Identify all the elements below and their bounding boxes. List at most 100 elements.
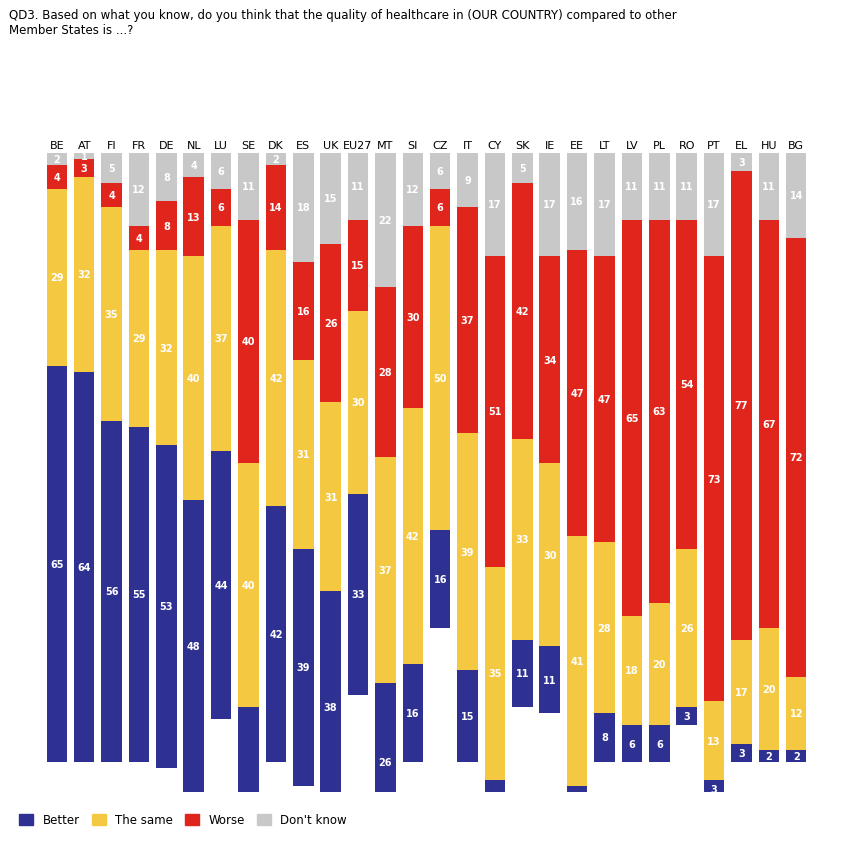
Text: 12: 12	[406, 185, 419, 195]
Text: 37: 37	[460, 316, 474, 325]
Text: 13: 13	[706, 735, 720, 746]
Text: 55: 55	[132, 590, 146, 600]
Text: 63: 63	[652, 407, 665, 417]
Bar	[757, 628, 778, 750]
Text: 56: 56	[105, 586, 118, 596]
Bar	[457, 153, 477, 208]
Bar	[703, 153, 723, 256]
Text: 2: 2	[764, 751, 771, 761]
Text: 15: 15	[324, 194, 337, 204]
Bar	[210, 153, 231, 190]
Text: 48: 48	[187, 642, 200, 651]
Text: 31: 31	[296, 450, 309, 459]
Text: 28: 28	[597, 623, 611, 633]
Text: 2: 2	[54, 154, 60, 164]
Text: 16: 16	[296, 307, 309, 317]
Text: 6: 6	[436, 167, 443, 176]
Bar	[703, 701, 723, 780]
Text: 30: 30	[543, 550, 556, 560]
Bar	[156, 153, 176, 202]
Text: 64: 64	[78, 562, 91, 573]
Bar	[74, 372, 95, 762]
Text: QD3. Based on what you know, do you think that the quality of healthcare in (OUR: QD3. Based on what you know, do you thin…	[9, 9, 676, 37]
Bar	[210, 452, 231, 719]
Bar	[594, 153, 614, 256]
Text: 42: 42	[406, 532, 419, 542]
Bar	[101, 421, 122, 762]
Text: 3: 3	[737, 158, 744, 168]
Bar	[101, 184, 122, 208]
Text: 11: 11	[543, 675, 556, 685]
Bar	[594, 543, 614, 713]
Bar	[348, 312, 368, 494]
Bar	[785, 750, 805, 762]
Bar	[648, 153, 669, 221]
Text: 3: 3	[737, 748, 744, 757]
Text: 11: 11	[625, 181, 638, 192]
Text: 50: 50	[433, 373, 446, 383]
Text: 41: 41	[570, 657, 583, 666]
Bar	[785, 153, 805, 239]
Text: 17: 17	[543, 200, 556, 210]
Text: 18: 18	[296, 203, 310, 213]
Text: 73: 73	[706, 474, 720, 484]
Bar	[292, 360, 314, 549]
Bar	[484, 256, 504, 567]
Text: 4: 4	[135, 233, 142, 244]
Text: 51: 51	[487, 407, 501, 417]
Bar	[648, 604, 669, 725]
Text: 39: 39	[460, 547, 474, 557]
Bar	[484, 567, 504, 780]
Text: 35: 35	[105, 309, 118, 320]
Text: 3: 3	[710, 785, 717, 794]
Text: 5: 5	[518, 164, 525, 174]
Bar	[129, 227, 149, 250]
Bar	[348, 153, 368, 221]
Bar	[348, 221, 368, 312]
Bar	[567, 786, 587, 841]
Bar	[730, 171, 751, 640]
Bar	[594, 713, 614, 762]
Text: 65: 65	[625, 413, 638, 423]
Text: 14: 14	[789, 191, 802, 201]
Legend: Better, The same, Worse, Don't know: Better, The same, Worse, Don't know	[14, 809, 351, 832]
Bar	[74, 153, 95, 159]
Text: 15: 15	[351, 261, 365, 271]
Text: 11: 11	[241, 181, 255, 192]
Bar	[484, 153, 504, 256]
Text: 11: 11	[761, 181, 774, 192]
Bar	[238, 707, 258, 852]
Bar	[210, 227, 231, 452]
Text: 11: 11	[351, 181, 365, 192]
Bar	[210, 190, 231, 227]
Bar	[292, 263, 314, 360]
Bar	[757, 221, 778, 628]
Text: 17: 17	[597, 200, 611, 210]
Bar	[402, 665, 423, 762]
Text: 42: 42	[515, 307, 528, 317]
Text: 32: 32	[159, 343, 173, 353]
Text: 4: 4	[54, 173, 60, 182]
Text: 12: 12	[132, 185, 146, 195]
Bar	[320, 591, 341, 823]
Bar	[101, 153, 122, 184]
Text: 38: 38	[324, 702, 337, 712]
Bar	[129, 250, 149, 427]
Text: 3: 3	[682, 711, 689, 722]
Bar	[538, 153, 560, 256]
Bar	[375, 153, 395, 287]
Bar	[129, 153, 149, 227]
Bar	[757, 153, 778, 221]
Bar	[156, 202, 176, 250]
Bar	[402, 227, 423, 409]
Text: 14: 14	[269, 203, 282, 213]
Bar	[183, 178, 204, 256]
Text: 37: 37	[214, 334, 227, 344]
Text: 29: 29	[50, 273, 63, 283]
Text: 54: 54	[679, 380, 693, 389]
Text: 9: 9	[573, 809, 580, 819]
Bar	[757, 750, 778, 762]
Text: 18: 18	[625, 665, 638, 676]
Bar	[511, 640, 532, 707]
Bar	[292, 549, 314, 786]
